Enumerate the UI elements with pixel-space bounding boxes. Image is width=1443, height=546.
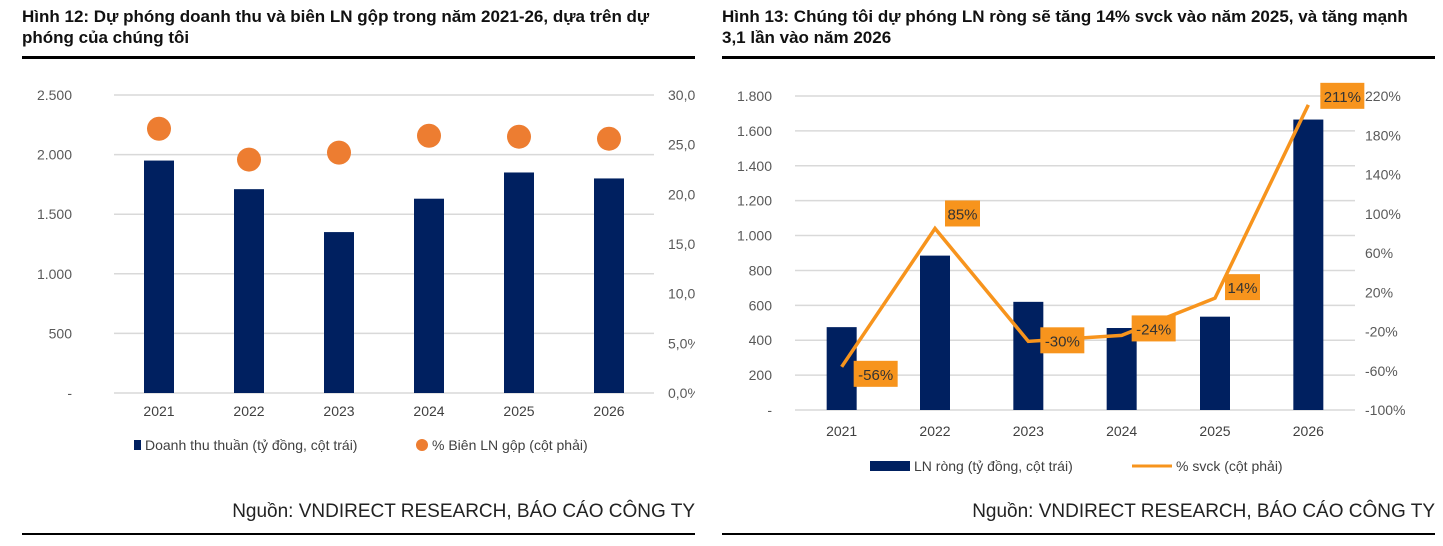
bar [414,198,444,393]
data-label-box [1225,274,1260,301]
y-right-tick-label: 20% [1365,284,1393,300]
y-left-tick-label: 600 [749,297,773,313]
y-left-tick-label: 1.000 [737,228,772,244]
bar [1293,119,1324,411]
scatter-point [237,147,261,172]
x-tick-label: 2025 [503,403,534,419]
legend-bar-swatch [134,440,141,450]
y-left-tick-label: 1.200 [737,193,772,209]
divider [722,56,1435,59]
x-tick-label: 2026 [1293,423,1324,439]
figure-title: Hình 12: Dự phóng doanh thu và biên LN g… [22,7,650,47]
y-right-tick-label: -100% [1365,402,1405,418]
y-left-tick-label: 1.400 [737,158,772,174]
bar [594,178,624,393]
data-label-box [1040,327,1085,354]
data-label-box [853,360,898,387]
x-tick-label: 2022 [919,423,950,439]
chart-net-profit-growth: - 200 400 600 800 1.000 1.200 1.400 1.600 1.800 -1… [737,82,1405,474]
figure-13: Hình 13: Chúng tôi dự phóng LN ròng sẽ t… [722,0,1435,546]
y-left-tick-label: 2.000 [37,147,72,163]
y-left-tick-label: 400 [749,332,773,348]
bar [144,160,174,393]
y-left-tick-label: - [67,385,72,401]
figure-title: Hình 13: Chúng tôi dự phóng LN ròng sẽ t… [722,7,1408,47]
y-right-tick-label: -60% [1365,363,1398,379]
y-left-tick-label: 1.000 [37,266,72,282]
scatter-point [507,124,531,149]
x-tick-label: 2024 [1106,423,1137,439]
bar [324,232,354,393]
scatter-point [417,123,441,148]
data-label-box [1320,82,1365,109]
bar [1013,301,1044,410]
x-tick-label: 2026 [593,403,624,419]
y-left-tick-label: 800 [749,262,773,278]
y-left-tick-label: 1.600 [737,123,772,139]
divider [722,533,1435,535]
y-right-tick-label: 20,0% [668,186,695,202]
y-right-tick-label: 15,0% [668,236,695,252]
legend-marker-swatch [416,439,428,451]
x-tick-label: 2021 [826,423,857,439]
y-left-tick-label: 1.800 [737,88,772,104]
y-left-tick-label: 1.500 [37,206,72,222]
x-tick-label: 2022 [233,403,264,419]
data-label: 211% [1324,89,1361,106]
y-right-tick-label: 25,0% [668,137,695,153]
data-label: 85% [947,206,977,223]
figure-12: Hình 12: Dự phóng doanh thu và biên LN g… [22,0,695,546]
x-tick-label: 2025 [1199,423,1230,439]
data-label: -30% [1045,333,1080,350]
bar [1106,328,1137,410]
y-left-tick-label: 200 [749,367,773,383]
scatter-point [327,140,351,165]
y-right-tick-label: 60% [1365,245,1393,261]
y-left-tick-label: - [767,402,772,418]
y-right-tick-label: 10,0% [668,286,695,302]
source-note: Nguồn: VNDIRECT RESEARCH, BÁO CÁO CÔNG T… [232,501,695,522]
bar [234,189,264,393]
bar [920,255,950,410]
data-label-box [1131,315,1176,342]
y-right-tick-label: 100% [1365,206,1401,222]
legend-bar-swatch [870,461,910,471]
y-right-tick-label: 140% [1365,167,1401,183]
x-tick-label: 2024 [413,403,444,419]
x-tick-label: 2021 [143,403,174,419]
x-tick-label: 2023 [323,403,354,419]
source-note: Nguồn: VNDIRECT RESEARCH, BÁO CÁO CÔNG T… [972,501,1435,522]
y-right-tick-label: 0,0% [668,385,695,401]
legend-label: % Biên LN gộp (cột phải) [432,437,588,453]
data-label: 14% [1227,280,1257,297]
divider [22,56,695,59]
y-right-tick-label: 5,0% [668,335,695,351]
data-label: -56% [858,367,893,384]
legend-label: LN ròng (tỷ đồng, cột trái) [914,458,1073,474]
y-left-tick-label: 500 [49,325,73,341]
scatter-point [147,116,171,141]
scatter-point [597,126,621,151]
legend-label: Doanh thu thuần (tỷ đồng, cột trái) [145,437,357,453]
y-right-tick-label: 220% [1365,88,1401,104]
bar [1200,316,1230,410]
data-label: -24% [1136,321,1171,338]
y-left-tick-label: 2.500 [37,87,72,103]
legend-label: % svck (cột phải) [1176,458,1283,474]
chart-revenue-margin: - 500 1.000 1.500 2.000 2.500 0,0% 5,0% 10,0% 15,… [37,87,695,453]
y-right-tick-label: -20% [1365,324,1398,340]
data-label-box [945,200,980,227]
x-tick-label: 2023 [1013,423,1044,439]
bar [504,172,534,393]
bar [826,327,857,410]
divider [22,533,695,535]
y-right-tick-label: 30,0% [668,87,695,103]
y-right-tick-label: 180% [1365,127,1401,143]
